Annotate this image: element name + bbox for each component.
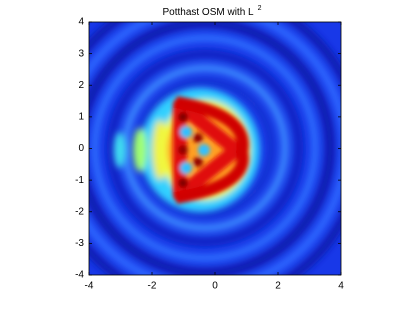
field-image	[89, 22, 341, 275]
y-tick-label: 1	[78, 112, 84, 123]
x-tick-label: 4	[338, 281, 344, 292]
chart-title: Potthast OSM with L 2	[162, 5, 261, 18]
x-tick-label: 2	[275, 281, 281, 292]
y-tick-label: -3	[75, 238, 84, 249]
x-tick-label: 0	[212, 281, 218, 292]
title-superscript: 2	[258, 5, 262, 12]
title-text: Potthast OSM with L	[162, 7, 254, 18]
y-tick-label: 3	[78, 48, 84, 59]
x-tick-label: -4	[85, 281, 94, 292]
y-tick-label: -2	[75, 206, 84, 217]
y-tick-label: 0	[78, 143, 84, 154]
x-tick-label: -2	[148, 281, 157, 292]
y-tick-label: 2	[78, 80, 84, 91]
y-tick-label: 4	[78, 17, 84, 28]
y-tick-label: -4	[75, 270, 84, 281]
y-tick-label: -1	[75, 175, 84, 186]
